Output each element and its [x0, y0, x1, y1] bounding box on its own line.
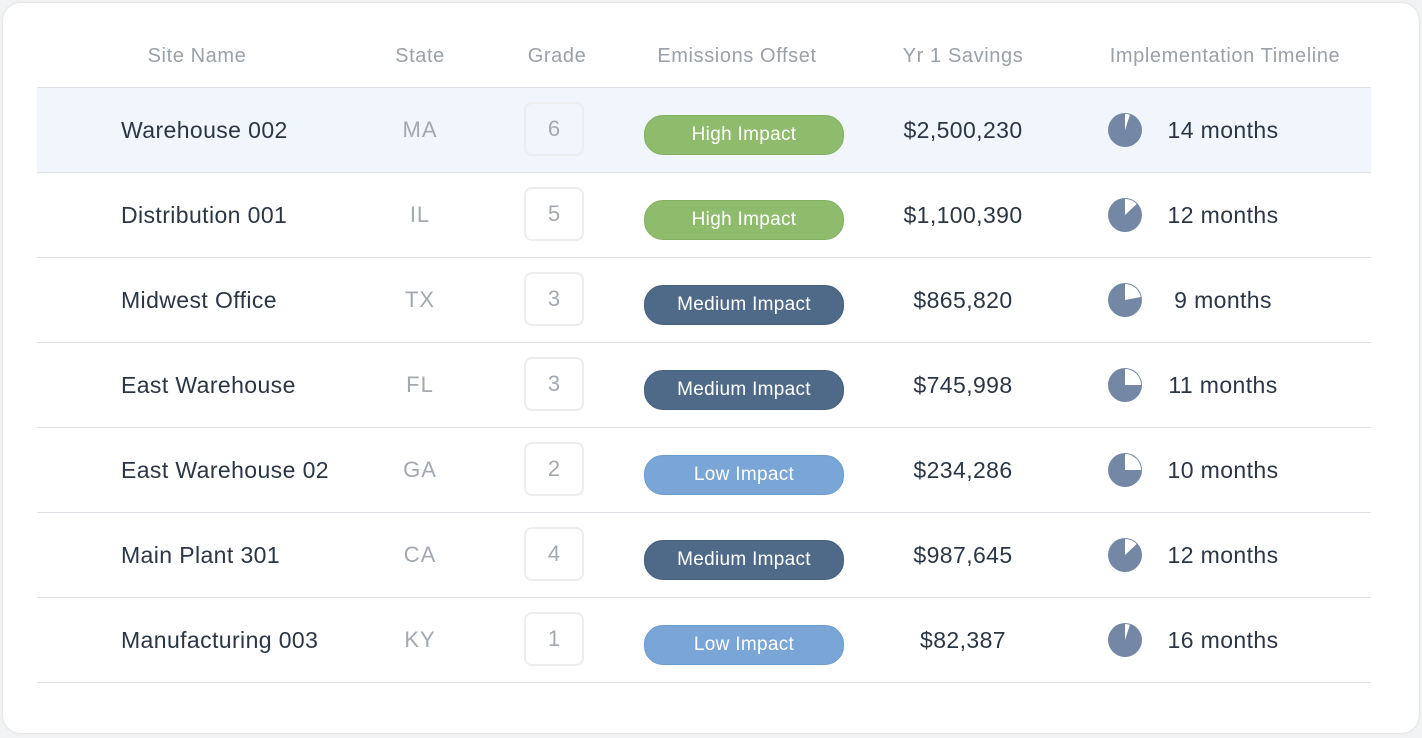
column-header-implementation-timeline[interactable]: Implementation Timeline — [1109, 45, 1341, 67]
table-body: Warehouse 002 MA 6 High Impact $2,500,23… — [37, 88, 1371, 683]
pie-progress-slice — [1125, 624, 1130, 640]
site-name: Warehouse 002 — [121, 117, 288, 143]
yr1-savings: $745,998 — [913, 372, 1013, 398]
timeline-duration: 10 months — [1167, 457, 1279, 483]
grade-cell: 6 — [524, 88, 584, 172]
grade-badge: 3 — [524, 357, 584, 411]
timeline-duration: 16 months — [1167, 627, 1279, 653]
pie-progress-slice — [1125, 199, 1137, 215]
yr1-savings: $2,500,230 — [903, 117, 1023, 143]
timeline-icon-cell — [1107, 513, 1145, 597]
impact-badge: High Impact — [644, 115, 844, 155]
timeline-duration: 12 months — [1167, 542, 1279, 568]
emissions-cell: Medium Impact — [644, 343, 844, 427]
emissions-cell: Medium Impact — [644, 513, 844, 597]
timeline-duration: 9 months — [1174, 287, 1272, 313]
timeline-icon-cell — [1107, 428, 1145, 512]
yr1-savings: $234,286 — [913, 457, 1013, 483]
emissions-cell: Medium Impact — [644, 258, 844, 342]
timeline-duration: 14 months — [1167, 117, 1279, 143]
grade-cell: 4 — [524, 513, 584, 597]
yr1-savings: $987,645 — [913, 542, 1013, 568]
pie-progress-icon — [1108, 113, 1142, 147]
site-name: Midwest Office — [121, 287, 277, 313]
impact-badge: Medium Impact — [644, 285, 844, 325]
site-name: Manufacturing 003 — [121, 627, 319, 653]
table-header: Site Name State Grade Emissions Offset Y… — [37, 3, 1371, 88]
pie-progress-slice — [1125, 114, 1130, 130]
column-header-yr1-savings[interactable]: Yr 1 Savings — [902, 45, 1024, 67]
table-row[interactable]: Warehouse 002 MA 6 High Impact $2,500,23… — [37, 88, 1371, 173]
grade-badge: 1 — [524, 612, 584, 666]
state-code: IL — [409, 202, 431, 227]
grade-cell: 3 — [524, 258, 584, 342]
grade-cell: 3 — [524, 343, 584, 427]
site-name: East Warehouse 02 — [121, 457, 329, 483]
impact-badge: High Impact — [644, 200, 844, 240]
impact-badge: Medium Impact — [644, 540, 844, 580]
grade-badge: 3 — [524, 272, 584, 326]
emissions-cell: High Impact — [644, 173, 844, 257]
grade-cell: 5 — [524, 173, 584, 257]
timeline-icon-cell — [1107, 258, 1145, 342]
timeline-icon-cell — [1107, 88, 1145, 172]
pie-progress-icon — [1108, 538, 1142, 572]
state-code: GA — [403, 457, 437, 482]
pie-progress-slice — [1125, 284, 1141, 300]
grade-badge: 5 — [524, 187, 584, 241]
yr1-savings: $865,820 — [913, 287, 1013, 313]
table-row[interactable]: Manufacturing 003 KY 1 Low Impact $82,38… — [37, 598, 1371, 683]
pie-progress-icon — [1108, 453, 1142, 487]
table-row[interactable]: East Warehouse 02 GA 2 Low Impact $234,2… — [37, 428, 1371, 513]
column-header-grade[interactable]: Grade — [527, 45, 587, 67]
pie-progress-icon — [1108, 283, 1142, 317]
pie-progress-slice — [1125, 539, 1137, 555]
impact-badge: Low Impact — [644, 625, 844, 665]
column-header-emissions-offset[interactable]: Emissions Offset — [657, 45, 817, 67]
grade-badge: 6 — [524, 102, 584, 156]
table-row[interactable]: Distribution 001 IL 5 High Impact $1,100… — [37, 173, 1371, 258]
site-name: Main Plant 301 — [121, 542, 281, 568]
grade-badge: 4 — [524, 527, 584, 581]
impact-badge: Medium Impact — [644, 370, 844, 410]
timeline-duration: 11 months — [1168, 372, 1278, 398]
emissions-cell: Low Impact — [644, 428, 844, 512]
pie-progress-icon — [1108, 368, 1142, 402]
pie-progress-slice — [1125, 369, 1141, 385]
state-code: KY — [404, 627, 436, 652]
emissions-cell: Low Impact — [644, 598, 844, 682]
sites-card: Site Name State Grade Emissions Offset Y… — [3, 3, 1419, 733]
grade-cell: 1 — [524, 598, 584, 682]
state-code: FL — [406, 372, 434, 397]
state-code: CA — [403, 542, 437, 567]
pie-progress-slice — [1125, 454, 1141, 470]
impact-badge: Low Impact — [644, 455, 844, 495]
timeline-icon-cell — [1107, 173, 1145, 257]
site-name: Distribution 001 — [121, 202, 288, 228]
site-name: East Warehouse — [121, 372, 296, 398]
yr1-savings: $1,100,390 — [903, 202, 1023, 228]
column-header-state[interactable]: State — [395, 45, 445, 67]
emissions-cell: High Impact — [644, 88, 844, 172]
grade-badge: 2 — [524, 442, 584, 496]
pie-progress-icon — [1108, 623, 1142, 657]
sites-table: Site Name State Grade Emissions Offset Y… — [37, 3, 1371, 683]
table-row[interactable]: Main Plant 301 CA 4 Medium Impact $987,6… — [37, 513, 1371, 598]
state-code: MA — [402, 117, 438, 142]
timeline-icon-cell — [1107, 343, 1145, 427]
table-row[interactable]: East Warehouse FL 3 Medium Impact $745,9… — [37, 343, 1371, 428]
timeline-icon-cell — [1107, 598, 1145, 682]
table-row[interactable]: Midwest Office TX 3 Medium Impact $865,8… — [37, 258, 1371, 343]
column-header-site-name[interactable]: Site Name — [147, 45, 247, 67]
timeline-duration: 12 months — [1167, 202, 1279, 228]
yr1-savings: $82,387 — [920, 627, 1006, 653]
grade-cell: 2 — [524, 428, 584, 512]
pie-progress-icon — [1108, 198, 1142, 232]
state-code: TX — [404, 287, 436, 312]
